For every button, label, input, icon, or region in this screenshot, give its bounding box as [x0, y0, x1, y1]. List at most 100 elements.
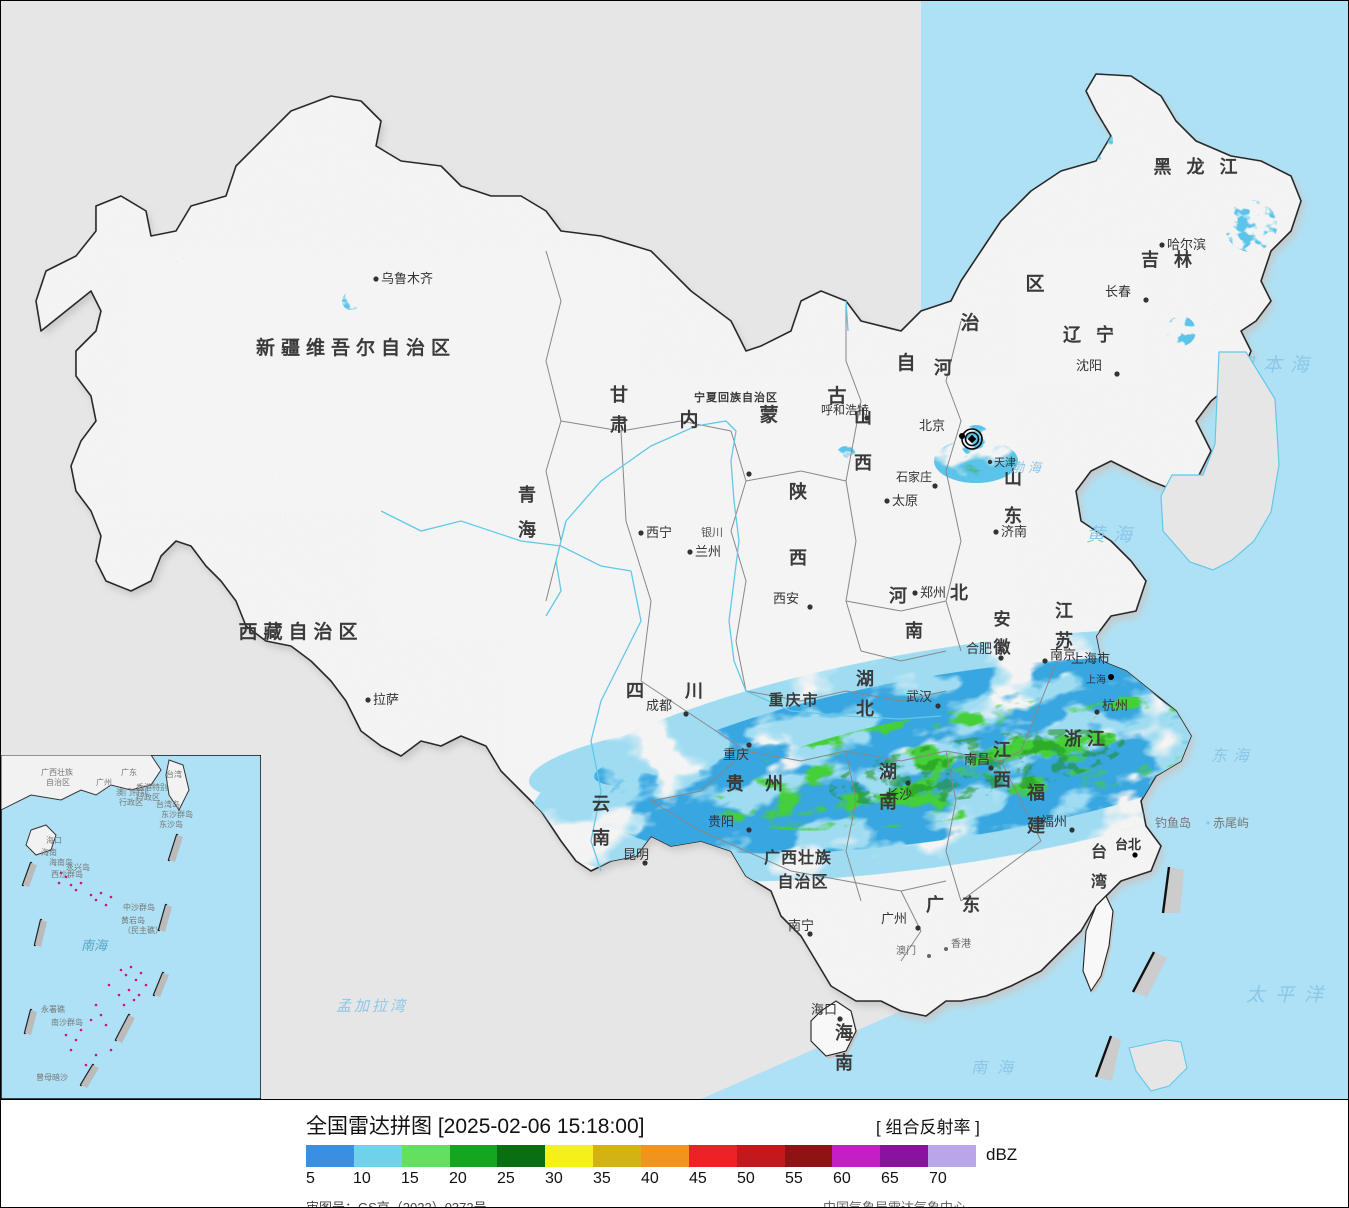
svg-text:西藏自治区: 西藏自治区: [238, 620, 363, 643]
svg-text:内: 内: [679, 408, 698, 431]
svg-text:昆明: 昆明: [623, 847, 649, 862]
svg-text:湖: 湖: [856, 669, 874, 689]
svg-text:湖: 湖: [879, 762, 897, 782]
svg-text:合肥: 合肥: [966, 641, 992, 656]
svg-text:香港: 香港: [951, 938, 971, 950]
svg-text:台: 台: [1091, 842, 1107, 861]
svg-text:南: 南: [835, 1052, 853, 1073]
svg-text:吉 林: 吉 林: [1141, 249, 1197, 270]
svg-text:海: 海: [835, 1022, 853, 1043]
svg-text:福: 福: [1026, 782, 1045, 803]
svg-text:上海市: 上海市: [1071, 651, 1110, 666]
svg-text:曾母暗沙: 曾母暗沙: [36, 1072, 68, 1082]
svg-text:重庆市: 重庆市: [768, 691, 819, 709]
svg-text:东沙群岛: 东沙群岛: [161, 809, 193, 819]
svg-text:黄海: 黄海: [1086, 525, 1140, 546]
svg-text:自: 自: [896, 351, 915, 374]
svg-text:湾: 湾: [1091, 872, 1107, 891]
svg-text:徽: 徽: [993, 637, 1012, 657]
svg-text:东: 东: [1004, 505, 1022, 526]
svg-text:澳门: 澳门: [896, 944, 916, 957]
svg-text:郑州: 郑州: [920, 585, 946, 600]
svg-text:澳门特别: 澳门特别: [116, 787, 148, 797]
svg-text:哈尔滨: 哈尔滨: [1167, 237, 1206, 252]
svg-text:河: 河: [889, 586, 907, 606]
svg-text:成都: 成都: [646, 698, 672, 713]
svg-text:浙江: 浙江: [1064, 728, 1110, 749]
svg-text:甘: 甘: [610, 385, 628, 405]
svg-text:东海: 东海: [1211, 747, 1255, 765]
svg-text:永兴岛: 永兴岛: [66, 862, 90, 872]
svg-text:永署礁: 永署礁: [41, 1004, 65, 1014]
svg-text:太平洋: 太平洋: [1246, 984, 1333, 1006]
svg-text:沈阳: 沈阳: [1076, 358, 1102, 373]
svg-text:台湾: 台湾: [166, 769, 182, 779]
svg-text:银川: 银川: [701, 525, 723, 539]
svg-text:青: 青: [518, 485, 540, 505]
svg-text:宁夏回族自治区: 宁夏回族自治区: [694, 390, 778, 404]
svg-text:呼和浩特: 呼和浩特: [821, 402, 869, 417]
svg-text:海口: 海口: [46, 835, 62, 845]
svg-text:自治区: 自治区: [777, 872, 828, 891]
svg-text:云: 云: [592, 794, 610, 814]
svg-text:江: 江: [993, 740, 1011, 760]
svg-text:东沙岛: 东沙岛: [159, 819, 183, 829]
svg-text:西: 西: [789, 548, 807, 568]
svg-text:南海: 南海: [971, 1059, 1023, 1077]
svg-text:黄岩岛: 黄岩岛: [121, 915, 145, 925]
svg-text:北: 北: [856, 699, 874, 719]
svg-text:孟加拉湾: 孟加拉湾: [336, 998, 408, 1015]
svg-text:杭州: 杭州: [1102, 698, 1128, 713]
svg-text:福州: 福州: [1041, 814, 1067, 829]
svg-text:北京: 北京: [919, 418, 945, 433]
svg-text:安: 安: [994, 609, 1011, 629]
svg-text:长沙: 长沙: [886, 787, 912, 802]
svg-text:太原: 太原: [892, 493, 918, 508]
svg-text:武汉: 武汉: [906, 689, 932, 704]
svg-text:乌鲁木齐: 乌鲁木齐: [381, 271, 433, 286]
svg-text:治: 治: [960, 311, 979, 334]
svg-text:赤尾屿: 赤尾屿: [1213, 816, 1249, 830]
svg-text:海南: 海南: [41, 847, 57, 857]
svg-text:贵: 贵: [726, 774, 744, 794]
svg-text:西宁: 西宁: [646, 525, 672, 540]
svg-text:川: 川: [684, 681, 703, 701]
svg-text:四: 四: [626, 681, 644, 701]
svg-text:台北: 台北: [1115, 837, 1141, 852]
svg-text:广西壮族: 广西壮族: [41, 767, 73, 777]
svg-text:渤海: 渤海: [1011, 460, 1045, 475]
svg-text:南海: 南海: [81, 938, 109, 953]
svg-text:自治区: 自治区: [46, 777, 70, 787]
svg-text:中沙群岛: 中沙群岛: [123, 902, 155, 912]
svg-text:海口: 海口: [811, 1002, 837, 1017]
svg-text:石家庄: 石家庄: [896, 469, 932, 484]
svg-text:广州: 广州: [881, 911, 907, 926]
svg-text:南: 南: [905, 620, 923, 641]
svg-text:区: 区: [1025, 274, 1044, 295]
svg-text:黑 龙 江: 黑 龙 江: [1153, 156, 1242, 177]
svg-text:广: 广: [926, 894, 944, 915]
svg-text:北: 北: [950, 583, 968, 603]
svg-text:海: 海: [518, 519, 540, 540]
svg-text:河: 河: [934, 358, 952, 378]
svg-text:州: 州: [764, 774, 783, 794]
svg-text:南: 南: [592, 827, 610, 848]
svg-text:兰州: 兰州: [695, 544, 721, 559]
svg-text:贵阳: 贵阳: [708, 814, 734, 829]
svg-text:济南: 济南: [1001, 524, 1027, 539]
svg-text:西安: 西安: [773, 591, 799, 606]
svg-text:拉萨: 拉萨: [373, 692, 399, 707]
svg-text:南宁: 南宁: [788, 918, 814, 933]
svg-text:西: 西: [854, 453, 872, 473]
svg-text:重庆: 重庆: [723, 747, 749, 762]
svg-text:江: 江: [1055, 601, 1073, 621]
svg-text:蒙: 蒙: [759, 404, 778, 426]
svg-text:辽 宁: 辽 宁: [1063, 324, 1119, 345]
svg-text:广东: 广东: [121, 767, 137, 777]
svg-text:长春: 长春: [1105, 284, 1131, 299]
svg-text:新疆维吾尔自治区: 新疆维吾尔自治区: [256, 336, 456, 359]
svg-text:东: 东: [962, 894, 980, 915]
svg-text:南沙群岛: 南沙群岛: [51, 1017, 83, 1027]
svg-text:上海: 上海: [1086, 673, 1106, 686]
svg-text:南昌: 南昌: [964, 752, 990, 767]
